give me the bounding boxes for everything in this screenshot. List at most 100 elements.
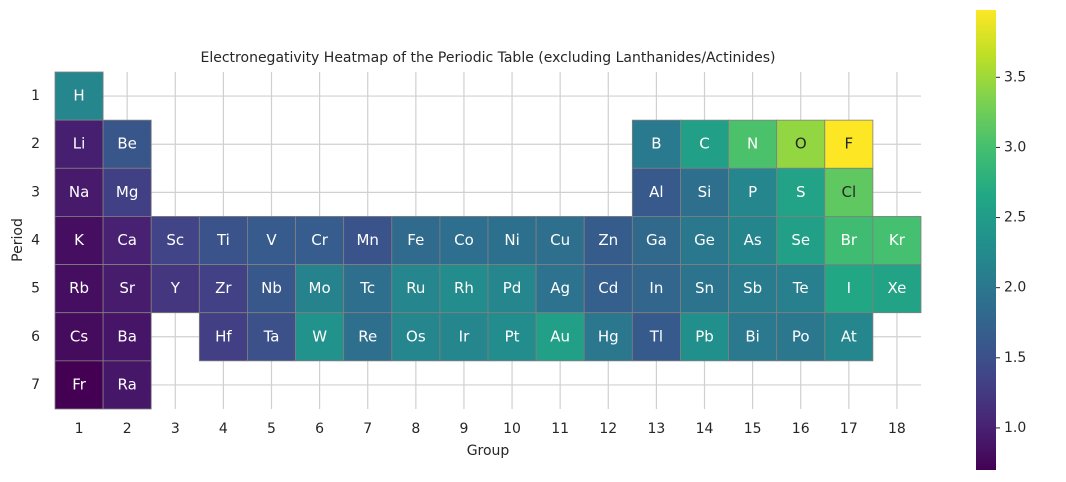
cell-label: Zr: [215, 279, 232, 297]
heatmap-cell: [439, 264, 489, 314]
cell-label: At: [841, 327, 857, 345]
heatmap-cell: [824, 312, 874, 362]
heatmap-cell: [102, 216, 152, 265]
cell-label: Ti: [216, 231, 230, 249]
heatmap-cell: [583, 312, 633, 362]
x-tick-label: 7: [363, 421, 372, 437]
cell-label: Ag: [550, 279, 570, 297]
cell-label: Li: [73, 135, 86, 153]
x-tick-label: 18: [888, 421, 906, 437]
colorbar-tick-label: 3.0: [1004, 139, 1026, 155]
y-tick-label: 5: [31, 281, 40, 297]
colorbar-tick-label: 2.5: [1004, 210, 1026, 226]
cell-label: K: [74, 231, 85, 249]
heatmap-cell: [776, 167, 826, 217]
x-tick-label: 2: [123, 421, 132, 437]
heatmap-cell: [728, 119, 778, 169]
heatmap-cell: [824, 216, 874, 265]
heatmap-cell: [680, 216, 729, 265]
cell-label: Au: [550, 327, 570, 345]
heatmap-cell: [824, 167, 874, 217]
cell-label: Al: [649, 183, 663, 201]
cell-label: Tc: [359, 279, 375, 297]
heatmap-cell: [487, 264, 537, 314]
heatmap-cell: [54, 71, 104, 121]
cell-label: Pd: [503, 279, 522, 297]
cell-label: Mn: [356, 231, 378, 249]
cell-label: Tl: [649, 327, 663, 345]
cell-label: Ni: [504, 231, 519, 249]
heatmap-cell: [295, 216, 345, 265]
heatmap-cell: [54, 167, 104, 217]
cell-label: Te: [792, 279, 809, 297]
x-tick-label: 1: [75, 421, 84, 437]
cell-label: Ge: [694, 231, 715, 249]
x-tick-label: 14: [696, 421, 714, 437]
cell-label: Sr: [119, 279, 136, 297]
x-tick-label: 10: [503, 421, 521, 437]
cell-label: Ga: [646, 231, 667, 249]
heatmap-cell: [631, 119, 681, 169]
cell-label: Hf: [215, 327, 232, 345]
heatmap-cell: [776, 312, 826, 362]
cell-label: Mg: [116, 183, 138, 201]
x-axis-label: Group: [467, 443, 510, 459]
x-tick-label: 15: [744, 421, 762, 437]
y-tick-label: 4: [31, 233, 40, 249]
heatmap-cell: [728, 167, 778, 217]
cell-label: Hg: [598, 327, 619, 345]
colorbar: [976, 10, 996, 470]
heatmap-cell: [776, 119, 826, 169]
cell-label: I: [847, 279, 851, 297]
heatmap-cell: [680, 312, 729, 362]
cell-label: Sc: [166, 231, 184, 249]
cell-label: Pb: [695, 327, 714, 345]
cell-label: Si: [698, 183, 712, 201]
y-tick-label: 6: [31, 329, 40, 345]
heatmap-cell: [439, 216, 489, 265]
cell-label: W: [312, 327, 327, 345]
cell-label: Ru: [406, 279, 425, 297]
heatmap-cell: [631, 312, 681, 362]
heatmap-cell: [102, 312, 152, 362]
cell-label: Nb: [261, 279, 282, 297]
heatmap-cell: [535, 312, 585, 362]
x-tick-label: 17: [840, 421, 858, 437]
cell-label: Xe: [888, 279, 907, 297]
heatmap-cell: [824, 119, 874, 169]
x-tick-label: 6: [315, 421, 324, 437]
cell-label: Cs: [70, 327, 88, 345]
heatmap-cell: [247, 264, 296, 314]
heatmap-cell: [295, 312, 345, 362]
heatmap-cell: [391, 312, 441, 362]
cell-label: Cr: [311, 231, 328, 249]
cell-label: Sn: [695, 279, 714, 297]
y-tick-label: 3: [31, 184, 40, 200]
cell-label: Os: [406, 327, 426, 345]
cell-label: F: [845, 135, 854, 153]
colorbar-tick-label: 1.0: [1004, 420, 1026, 436]
cell-label: Zn: [598, 231, 618, 249]
heatmap-cell: [247, 312, 296, 362]
cell-label: V: [266, 231, 277, 249]
heatmap-cell: [583, 264, 633, 314]
x-tick-label: 11: [551, 421, 569, 437]
heatmap-cell: [198, 312, 248, 362]
cell-label: Po: [792, 327, 810, 345]
cell-label: Cd: [598, 279, 618, 297]
x-tick-label: 13: [647, 421, 665, 437]
cell-label: Se: [791, 231, 810, 249]
cell-label: Cl: [842, 183, 857, 201]
cell-label: P: [748, 183, 757, 201]
heatmap-cell: [295, 264, 345, 314]
cell-label: Ra: [118, 375, 137, 393]
colorbar-tick-label: 1.5: [1004, 350, 1026, 366]
x-tick-label: 4: [219, 421, 228, 437]
heatmap-cell: [728, 312, 778, 362]
cell-label: As: [744, 231, 762, 249]
cell-label: Kr: [889, 231, 906, 249]
colorbar-tick-label: 2.0: [1004, 280, 1026, 296]
cell-label: C: [699, 135, 709, 153]
cell-label: Ca: [117, 231, 137, 249]
